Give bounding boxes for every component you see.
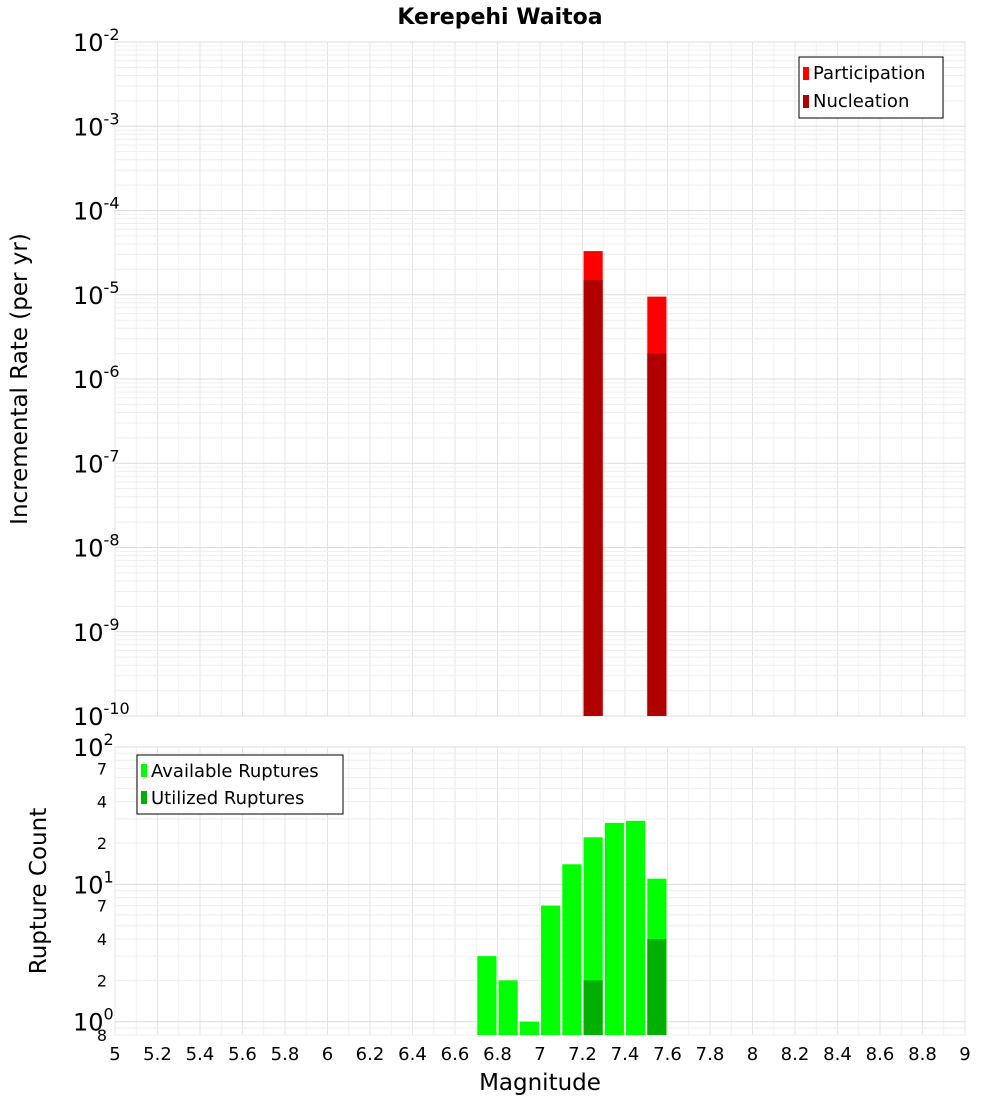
bottom-y-tick-label-minor: 2 <box>97 971 107 990</box>
top-y-tick-label: 10-3 <box>73 109 120 141</box>
x-tick-label: 7.2 <box>568 1044 597 1065</box>
legend-label-nucleation: Nucleation <box>813 91 909 112</box>
nucleation-bar <box>583 279 603 716</box>
x-tick-label: 6.4 <box>398 1044 427 1065</box>
bottom-legend-box <box>136 754 344 815</box>
legend-swatch-participation <box>803 67 809 80</box>
x-tick-label: 5.6 <box>228 1044 257 1065</box>
bottom-y-tick-label-minor: 8 <box>97 1026 107 1045</box>
bottom-y-tick-label-minor: 7 <box>97 897 107 916</box>
top-grid <box>114 41 966 717</box>
top-y-tick-label: 10-10 <box>73 699 130 731</box>
x-tick-label: 6.2 <box>356 1044 385 1065</box>
top-y-tick-label: 10-9 <box>73 615 120 647</box>
legend-label-available: Available Ruptures <box>151 761 319 782</box>
available-ruptures-bar <box>562 864 582 1035</box>
bottom-y-tick-label-minor: 4 <box>97 930 107 949</box>
utilized-ruptures-bar <box>583 980 603 1035</box>
x-tick-label: 7.8 <box>696 1044 725 1065</box>
x-tick-label: 7 <box>534 1044 545 1065</box>
bottom-y-tick-label-minor: 4 <box>97 793 107 812</box>
x-tick-label: 8.8 <box>908 1044 937 1065</box>
top-legend: Participation Nucleation <box>798 56 944 119</box>
bottom-y-axis-label: Rupture Count <box>26 808 52 974</box>
top-y-tick-label: 10-7 <box>73 446 120 478</box>
top-y-axis-label: Incremental Rate (per yr) <box>7 233 33 525</box>
x-tick-label: 6.8 <box>483 1044 512 1065</box>
bottom-y-tick-label-major: 101 <box>73 867 114 899</box>
incremental-rate-panel: 10-2 10-3 10-4 10-5 10-6 10-7 10-8 10-9 10-10 In… <box>7 25 966 731</box>
top-y-tick-labels: 10-2 10-3 10-4 10-5 10-6 10-7 10-8 10-9 10-10 <box>73 25 130 731</box>
available-ruptures-bar <box>498 980 518 1035</box>
x-tick-label: 8.6 <box>866 1044 895 1065</box>
top-y-tick-label: 10-6 <box>73 362 120 394</box>
x-tick-label: 7.6 <box>653 1044 682 1065</box>
utilized-ruptures-bar <box>647 939 667 1035</box>
legend-swatch-available <box>141 764 147 777</box>
bottom-y-tick-label-major: 102 <box>73 730 114 762</box>
x-tick-label: 8.2 <box>781 1044 810 1065</box>
bottom-y-tick-label-major: 100 <box>73 1005 114 1037</box>
top-bars <box>583 251 667 717</box>
bottom-y-tick-label-minor: 2 <box>97 834 107 853</box>
x-axis-label: Magnitude <box>479 1070 601 1096</box>
x-tick-label: 8.4 <box>823 1044 852 1065</box>
x-tick-label: 5.2 <box>143 1044 172 1065</box>
legend-label-utilized: Utilized Ruptures <box>151 788 304 809</box>
chart-title: Kerepehi Waitoa <box>397 5 602 30</box>
top-y-tick-label: 10-8 <box>73 531 120 563</box>
available-ruptures-bar <box>541 905 561 1035</box>
bottom-bars <box>477 820 667 1035</box>
bottom-y-tick-label-minor: 7 <box>97 759 107 778</box>
legend-swatch-utilized <box>141 791 147 804</box>
x-tick-labels: 5 5.2 5.4 5.6 5.8 6 6.2 6.4 6.6 6.8 7 7.2 7.4 7.6 7.8 8… <box>109 1044 970 1065</box>
bottom-legend: Available Ruptures Utilized Ruptures <box>136 754 344 815</box>
legend-label-participation: Participation <box>813 63 925 84</box>
x-tick-label: 6 <box>322 1044 333 1065</box>
nucleation-bar <box>647 353 667 716</box>
x-tick-label: 5.4 <box>186 1044 215 1065</box>
legend-swatch-nucleation <box>803 95 809 108</box>
x-tick-label: 5 <box>109 1044 120 1065</box>
x-tick-label: 6.6 <box>441 1044 470 1065</box>
x-tick-label: 5.8 <box>271 1044 300 1065</box>
top-legend-box <box>798 56 944 119</box>
x-tick-label: 9 <box>959 1044 970 1065</box>
x-tick-label: 8 <box>747 1044 758 1065</box>
top-y-tick-label: 10-2 <box>73 25 120 57</box>
top-y-tick-label: 10-4 <box>73 194 120 226</box>
available-ruptures-bar <box>626 820 646 1035</box>
available-ruptures-bar <box>604 822 624 1035</box>
available-ruptures-bar <box>519 1021 539 1035</box>
available-ruptures-bar <box>477 956 497 1035</box>
x-tick-label: 7.4 <box>611 1044 640 1065</box>
top-y-tick-label: 10-5 <box>73 278 120 310</box>
